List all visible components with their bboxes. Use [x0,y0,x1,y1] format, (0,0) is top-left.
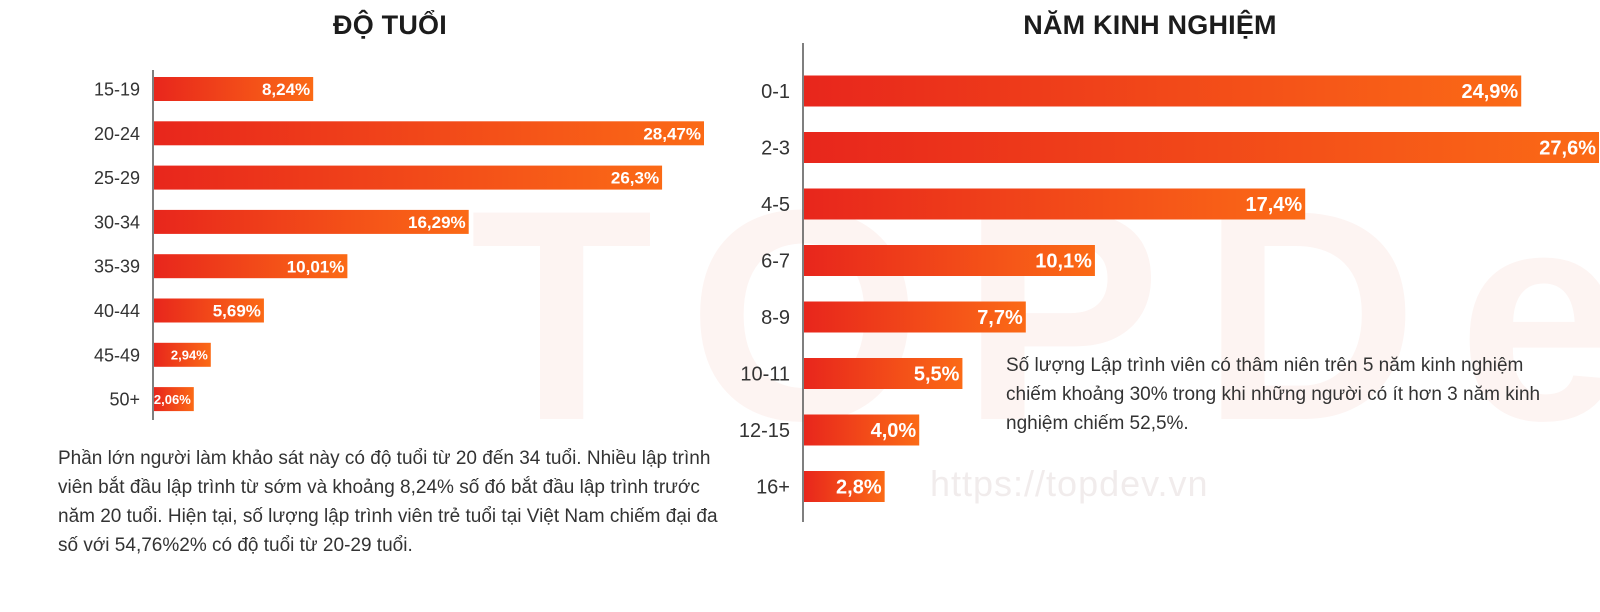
bar-45-49 [154,342,211,367]
data-label-30-34: 16,29% [408,213,466,232]
age-chart-title: ĐỘ TUỔI [333,10,447,40]
data-label-35-39: 10,01% [287,257,345,276]
bar-10-11 [804,358,963,389]
tick-label-4-5: 4-5 [761,194,790,216]
tick-label-20-24: 20-24 [94,124,140,144]
tick-label-6-7: 6-7 [761,251,790,273]
data-label-20-24: 28,47% [643,124,701,143]
data-label-8-9: 7,7% [977,307,1023,329]
bar-12-15 [804,414,920,446]
data-label-45-49: 2,94% [171,347,208,362]
data-label-4-5: 17,4% [1245,194,1302,216]
bar-4-5 [804,188,1306,220]
bar-20-24 [154,121,704,146]
tick-label-0-1: 0-1 [761,81,790,103]
bar-50+ [154,387,194,412]
tick-label-30-34: 30-34 [94,212,140,232]
data-label-0-1: 24,9% [1462,81,1519,103]
experience-bar-chart: 0-1 24,9% 2-3 27,6% 4-5 17,4% 6-7 10,1% 8-9 7,7% 1… [739,43,1599,522]
bar-8-9 [804,301,1026,333]
tick-label-16+: 16+ [756,477,790,499]
data-label-50+: 2,06% [154,392,191,407]
tick-label-40-44: 40-44 [94,301,140,321]
tick-label-35-39: 35-39 [94,257,140,277]
bar-30-34 [154,209,469,234]
data-label-16+: 2,8% [836,477,882,499]
experience-chart-panel: NĂM KINH NGHIỆM 0-1 24,9% 2-3 27,6% 4-5 17,4%… [739,0,1600,612]
bar-15-19 [154,77,314,101]
data-label-6-7: 10,1% [1035,251,1092,273]
bar-0-1 [804,75,1522,107]
bar-16+ [804,471,885,502]
data-label-25-29: 26,3% [611,169,659,188]
tick-label-45-49: 45-49 [94,345,140,365]
bar-6-7 [804,245,1095,276]
bar-40-44 [154,298,264,323]
age-bar-chart: 15-19 8,24% 20-24 28,47% 25-29 26,3% 30-34 16,2… [94,70,704,420]
experience-chart-caption: Số lượng Lập trình viên có thâm niên trê… [1006,355,1541,434]
data-label-12-15: 4,0% [871,420,917,442]
age-chart-panel: ĐỘ TUỔI 15-19 8,24% 20-24 28,47% 25-29 26,3% 3… [0,0,740,612]
tick-label-2-3: 2-3 [761,138,790,160]
bar-2-3 [804,132,1599,163]
topdev-watermark-url: https://topdev.vn [930,463,1209,504]
tick-label-10-11: 10-11 [740,364,790,386]
bar-25-29 [154,165,663,190]
tick-label-8-9: 8-9 [761,307,790,329]
age-chart-caption: Phần lớn người làm khảo sát này có độ tu… [58,448,718,556]
data-label-2-3: 27,6% [1539,138,1596,160]
experience-chart-title: NĂM KINH NGHIỆM [1023,10,1277,40]
tick-label-15-19: 15-19 [94,79,140,99]
data-label-40-44: 5,69% [213,302,261,321]
tick-label-12-15: 12-15 [739,420,790,442]
data-label-15-19: 8,24% [262,80,310,99]
tick-label-50+: 50+ [109,390,140,410]
tick-label-25-29: 25-29 [94,168,140,188]
data-label-10-11: 5,5% [914,364,960,386]
bar-35-39 [154,254,348,279]
